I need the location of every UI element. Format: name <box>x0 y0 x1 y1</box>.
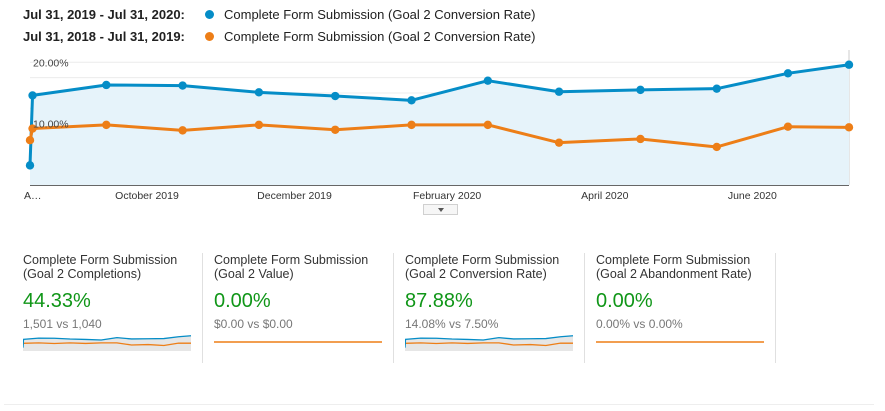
summary-card-abandonment-rate[interactable]: Complete Form Submission (Goal 2 Abandon… <box>585 253 776 363</box>
line-chart[interactable]: 20.00% 10.00% A… October 2019 December 2019 F… <box>0 50 885 205</box>
sparkline <box>405 335 574 351</box>
card-compare: 14.08% vs 7.50% <box>405 317 499 331</box>
data-point <box>554 138 564 147</box>
x-tick-label: April 2020 <box>581 190 628 202</box>
card-compare: $0.00 vs $0.00 <box>214 317 293 331</box>
legend-dot-icon <box>205 9 214 19</box>
data-point <box>28 91 37 100</box>
sparkline <box>23 335 192 351</box>
data-point <box>25 136 35 145</box>
legend-date-range: Jul 31, 2018 - Jul 31, 2019: <box>23 28 185 44</box>
x-tick-label: A… <box>24 190 42 202</box>
data-point <box>407 96 416 105</box>
card-value: 87.88% <box>405 290 473 312</box>
data-point <box>102 80 111 90</box>
data-point <box>25 161 35 170</box>
data-point <box>712 142 721 152</box>
card-title: Complete Form Submission (Goal 2 Value) <box>214 253 369 281</box>
sparkline-previous <box>23 342 192 347</box>
data-point <box>483 76 493 85</box>
summary-card-value[interactable]: Complete Form Submission (Goal 2 Value) … <box>203 253 394 363</box>
data-point <box>483 120 493 130</box>
sparkline-previous <box>405 342 574 347</box>
data-point <box>178 81 187 90</box>
sparkline <box>596 341 764 343</box>
data-point <box>844 60 854 69</box>
legend-date-range: Jul 31, 2019 - Jul 31, 2020: <box>23 6 185 22</box>
x-tick-label: October 2019 <box>115 190 179 202</box>
summary-cards: Complete Form Submission (Goal 2 Complet… <box>12 253 776 363</box>
card-title: Complete Form Submission (Goal 2 Complet… <box>23 253 178 281</box>
data-point <box>783 69 793 78</box>
summary-card-completions[interactable]: Complete Form Submission (Goal 2 Complet… <box>12 253 203 363</box>
chevron-down-icon <box>437 207 444 212</box>
card-value: 44.33% <box>23 290 91 312</box>
chart-collapse-toggle[interactable] <box>423 204 458 215</box>
card-title: Complete Form Submission (Goal 2 Convers… <box>405 253 560 281</box>
legend-dot-icon <box>205 31 214 41</box>
data-point <box>254 88 264 97</box>
sparkline-current <box>23 335 192 348</box>
y-tick-label: 20.00% <box>33 57 69 69</box>
divider <box>4 404 874 405</box>
card-value: 0.00% <box>214 290 271 312</box>
data-point <box>783 122 793 131</box>
data-point <box>407 120 416 130</box>
data-point <box>331 125 340 134</box>
legend-metric-label: Complete Form Submission (Goal 2 Convers… <box>224 6 536 22</box>
card-title: Complete Form Submission (Goal 2 Abandon… <box>596 253 752 281</box>
summary-card-conversion-rate[interactable]: Complete Form Submission (Goal 2 Convers… <box>394 253 585 363</box>
data-point <box>254 120 264 130</box>
data-point <box>28 124 37 133</box>
x-tick-label: February 2020 <box>413 190 481 202</box>
legend-row-current: Jul 31, 2019 - Jul 31, 2020: Complete Fo… <box>23 3 535 25</box>
data-point <box>102 120 111 130</box>
data-point <box>178 126 187 135</box>
sparkline-current <box>405 335 574 348</box>
chart-legend: Jul 31, 2019 - Jul 31, 2020: Complete Fo… <box>23 3 535 47</box>
data-point <box>331 91 340 101</box>
data-point <box>844 123 854 132</box>
x-tick-label: June 2020 <box>728 190 777 202</box>
y-tick-label: 10.00% <box>33 119 69 131</box>
data-point <box>712 84 721 93</box>
sparkline <box>214 341 382 343</box>
card-value: 0.00% <box>596 290 653 312</box>
card-compare: 1,501 vs 1,040 <box>23 317 102 331</box>
card-compare: 0.00% vs 0.00% <box>596 317 683 331</box>
x-tick-label: December 2019 <box>257 190 332 202</box>
legend-metric-label: Complete Form Submission (Goal 2 Convers… <box>224 28 536 44</box>
data-point <box>636 85 645 95</box>
legend-row-previous: Jul 31, 2018 - Jul 31, 2019: Complete Fo… <box>23 25 535 47</box>
data-point <box>554 87 564 96</box>
data-point <box>636 134 645 144</box>
